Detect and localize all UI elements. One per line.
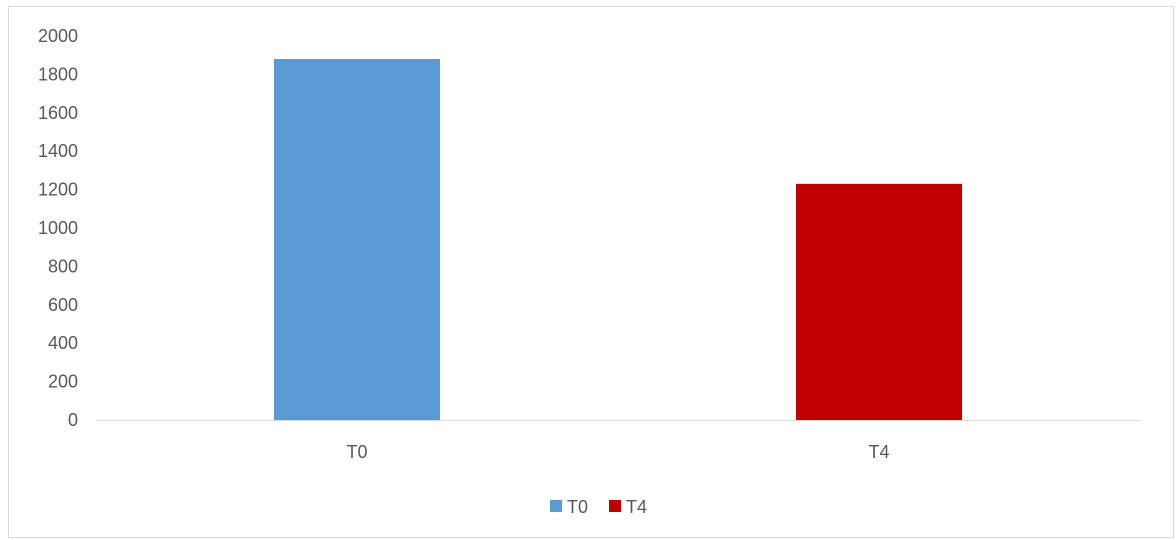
y-tick-label: 1400 [38, 141, 78, 161]
y-tick-label: 1200 [38, 180, 78, 200]
bars [274, 59, 962, 420]
y-tick-label: 1000 [38, 218, 78, 238]
y-tick-label: 0 [68, 410, 78, 430]
legend-swatch-t0 [550, 500, 562, 512]
bar-t0 [274, 59, 440, 420]
legend-swatch-t4 [609, 500, 621, 512]
chart-frame [8, 6, 1174, 538]
bar-t4 [796, 183, 962, 420]
y-tick-label: 1800 [38, 64, 78, 84]
y-tick-label: 400 [48, 333, 78, 353]
legend-label-t0: T0 [567, 497, 588, 517]
y-tick-label: 200 [48, 372, 78, 392]
x-axis: T0 T4 [346, 442, 889, 462]
y-tick-label: 600 [48, 295, 78, 315]
x-tick-label: T0 [346, 442, 367, 462]
legend-label-t4: T4 [626, 497, 647, 517]
legend: T0 T4 [550, 497, 647, 517]
y-tick-label: 1600 [38, 103, 78, 123]
x-tick-label: T4 [868, 442, 889, 462]
y-axis: 0 200 400 600 800 1000 1200 1400 1600 1800 2000 [38, 26, 78, 430]
y-tick-label: 800 [48, 256, 78, 276]
y-tick-label: 2000 [38, 26, 78, 46]
